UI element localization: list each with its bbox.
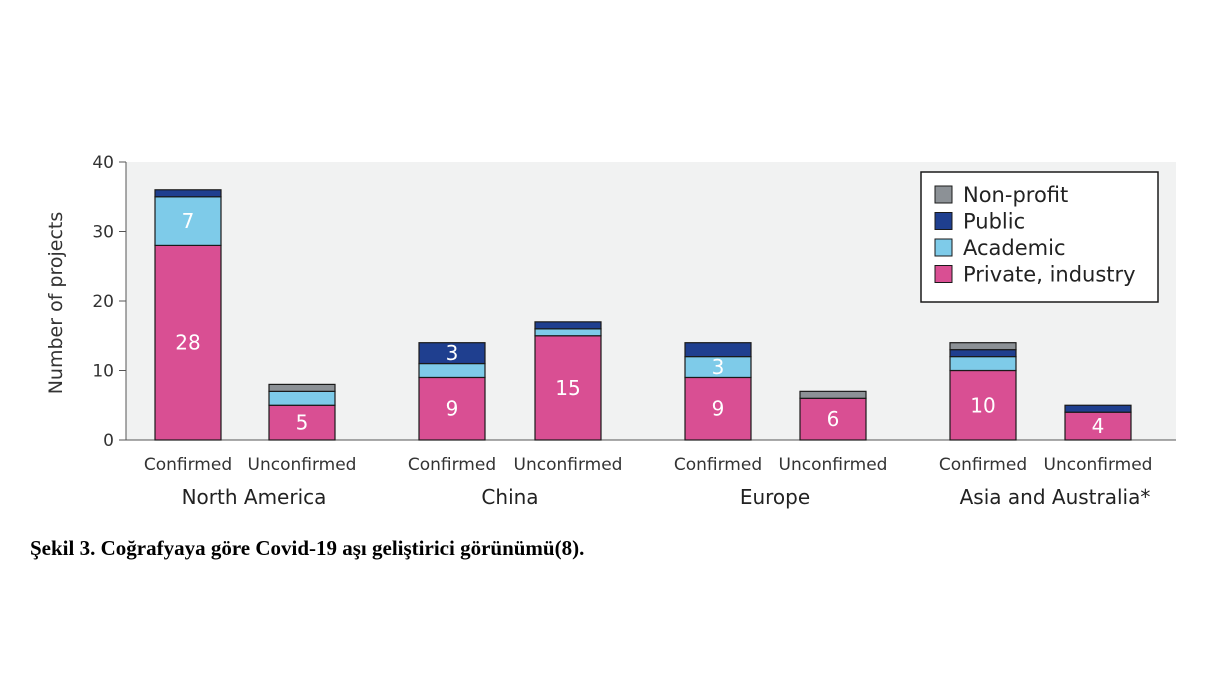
- bar-segment: [154, 189, 222, 198]
- x-group-label: China: [481, 485, 538, 509]
- bar-segment: [154, 196, 222, 247]
- bar-segment: [949, 369, 1017, 441]
- bar-value-label: 9: [712, 397, 725, 421]
- bar-segment: [534, 335, 602, 441]
- legend-swatch: [934, 238, 953, 257]
- bar-segment: [684, 376, 752, 441]
- bar-value-label: 6: [827, 407, 840, 431]
- bar-value-label: 9: [446, 397, 459, 421]
- bar-segment: [418, 376, 486, 441]
- y-tick-label: 0: [103, 431, 114, 451]
- bar-segment: [268, 404, 336, 441]
- x-category-label: Unconfirmed: [779, 455, 888, 475]
- bar-segment: [268, 390, 336, 406]
- x-category-label: Confirmed: [674, 455, 762, 475]
- y-tick-label: 10: [92, 362, 114, 382]
- legend-label: Private, industry: [963, 263, 1136, 287]
- bar-segment: [534, 321, 602, 330]
- y-tick-label: 20: [92, 292, 114, 312]
- x-category-label: Unconfirmed: [514, 455, 623, 475]
- bar-segment: [684, 342, 752, 358]
- bar-value-label: 3: [446, 341, 459, 365]
- y-axis-title: Number of projects: [45, 212, 67, 395]
- legend-label: Non-profit: [963, 183, 1068, 207]
- x-category-label: Confirmed: [144, 455, 232, 475]
- legend-label: Public: [963, 210, 1025, 234]
- bar-value-label: 4: [1092, 414, 1105, 438]
- stacked-bar-chart: 0 10 20 30 40 Number of projects 28 7 5 9 3 15 9 3 6 10…: [45, 153, 1176, 509]
- bar-value-label: 3: [712, 355, 725, 379]
- legend-swatch: [934, 265, 953, 283]
- bar-value-label: 7: [182, 209, 195, 233]
- bar-segment: [799, 390, 867, 399]
- bar-segment: [949, 342, 1017, 351]
- bar-segment: [534, 328, 602, 337]
- x-category-label: Unconfirmed: [248, 455, 357, 475]
- bar-segment: [799, 397, 867, 441]
- figure-caption: Şekil 3. Coğrafyaya göre Covid-19 aşı ge…: [30, 536, 585, 560]
- legend-label: Academic: [963, 236, 1066, 260]
- x-group-label: North America: [182, 485, 327, 509]
- y-tick-label: 40: [92, 153, 114, 173]
- x-category-label: Confirmed: [408, 455, 496, 475]
- legend-swatch: [934, 212, 953, 230]
- legend-swatch: [934, 185, 953, 204]
- bar-segment: [268, 383, 336, 392]
- x-group-label: Europe: [740, 485, 810, 509]
- x-category-label: Unconfirmed: [1044, 455, 1153, 475]
- bar-segment: [418, 342, 486, 365]
- bar-segment: [949, 349, 1017, 358]
- bar-value-label: 10: [970, 393, 995, 417]
- bar-segment: [1064, 404, 1132, 413]
- bar-segment: [418, 362, 486, 379]
- legend-box: [920, 171, 1159, 303]
- bar-value-label: 28: [175, 331, 200, 355]
- bar-value-label: 15: [555, 376, 580, 400]
- x-category-label: Confirmed: [939, 455, 1027, 475]
- bar-value-label: 5: [296, 411, 309, 435]
- x-group-label: Asia and Australia*: [960, 485, 1151, 509]
- y-tick-label: 30: [92, 223, 114, 243]
- bar-segment: [949, 356, 1017, 372]
